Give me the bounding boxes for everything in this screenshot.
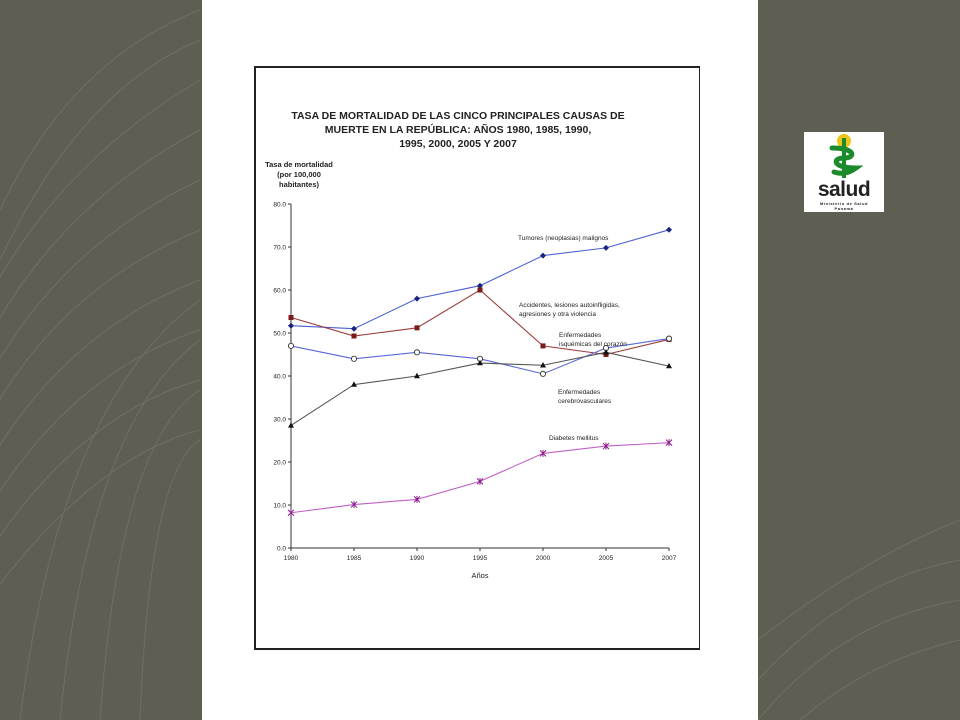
data-point-star bbox=[476, 477, 484, 485]
data-point-star bbox=[350, 501, 358, 509]
logo-subtext-line-2: Panamá bbox=[834, 206, 854, 211]
y-tick-label: 50.0 bbox=[273, 331, 286, 338]
data-point-star bbox=[287, 509, 295, 517]
series-line bbox=[290, 442, 670, 514]
data-point-star bbox=[665, 439, 673, 447]
series-line bbox=[290, 229, 670, 330]
x-tick-label: 1985 bbox=[347, 555, 362, 562]
x-tick-label: 1995 bbox=[473, 555, 488, 562]
logo-text: salud bbox=[817, 178, 871, 201]
serpent-staff-icon bbox=[829, 134, 864, 178]
document-page: TASA DE MORTALIDAD DE LAS CINCO PRINCIPA… bbox=[202, 0, 758, 720]
x-tick-label: 2000 bbox=[536, 555, 551, 562]
logo-subtext: Ministerio de Salud Panamá bbox=[804, 201, 884, 211]
series-annotation: Tumores (neoplasias) malignos bbox=[518, 235, 609, 242]
data-point-triangle bbox=[666, 362, 672, 369]
data-point-circle bbox=[539, 370, 547, 377]
line-chart: 0.0 10.0 20.0 30.0 40.0 50.0 60.0 70.0 80.0 1980 1… bbox=[273, 202, 677, 581]
data-point-star bbox=[539, 449, 547, 457]
data-point-diamond bbox=[288, 322, 294, 329]
series-annotation: Diabetes mellitus bbox=[549, 435, 599, 442]
data-point-triangle bbox=[351, 381, 357, 387]
data-point-square bbox=[414, 325, 420, 331]
y-tick-label: 20.0 bbox=[273, 460, 286, 467]
data-point-triangle bbox=[477, 359, 483, 366]
data-point-triangle bbox=[288, 422, 294, 428]
x-axis-label: Años bbox=[471, 571, 488, 580]
data-point-circle bbox=[665, 335, 673, 342]
data-point-circle bbox=[350, 355, 358, 362]
data-point-diamond bbox=[603, 244, 609, 251]
y-tick-label: 30.0 bbox=[273, 417, 286, 424]
x-tick-label: 1980 bbox=[284, 555, 299, 562]
x-tick-label: 1990 bbox=[410, 555, 425, 562]
data-point-diamond bbox=[351, 325, 357, 332]
data-point-square bbox=[351, 333, 357, 339]
data-point-circle bbox=[287, 342, 295, 349]
data-point-triangle bbox=[414, 372, 420, 379]
series-annotation: Enfermedades isquémicas del corazón bbox=[559, 332, 627, 348]
chart-title: TASA DE MORTALIDAD DE LAS CINCO PRINCIPA… bbox=[291, 110, 625, 150]
data-point-star bbox=[602, 442, 610, 450]
y-tick-label: 80.0 bbox=[273, 202, 286, 209]
y-tick-label: 40.0 bbox=[273, 374, 286, 381]
data-point-square bbox=[540, 343, 546, 349]
y-tick-label: 0.0 bbox=[277, 546, 286, 553]
y-tick-label: 10.0 bbox=[273, 503, 286, 510]
series-annotation: Accidentes, lesiones autoinfligidas, agre… bbox=[519, 302, 620, 318]
data-point-circle bbox=[413, 349, 421, 356]
data-point-diamond bbox=[666, 226, 672, 233]
data-point-diamond bbox=[477, 282, 483, 289]
x-tick-label: 2005 bbox=[599, 555, 614, 562]
y-tick-label: 70.0 bbox=[273, 245, 286, 252]
data-point-diamond bbox=[540, 252, 546, 259]
data-point-diamond bbox=[414, 295, 420, 302]
series-annotation: Enfermedades cerebrovasculares bbox=[558, 389, 612, 405]
data-point-star bbox=[413, 495, 421, 503]
data-point-triangle bbox=[603, 349, 609, 355]
logo-subtext-line-1: Ministerio de Salud bbox=[819, 201, 869, 206]
figure-border bbox=[254, 66, 700, 650]
data-point-square bbox=[477, 287, 483, 293]
x-tick-label: 2007 bbox=[662, 555, 677, 562]
y-axis-label: Tasa de mortalidad (por 100,000 habitant… bbox=[265, 160, 333, 189]
data-point-triangle bbox=[540, 362, 546, 368]
salud-logo: salud Ministerio de Salud Panamá bbox=[804, 132, 884, 212]
data-point-square bbox=[288, 315, 294, 321]
y-tick-label: 60.0 bbox=[273, 288, 286, 295]
